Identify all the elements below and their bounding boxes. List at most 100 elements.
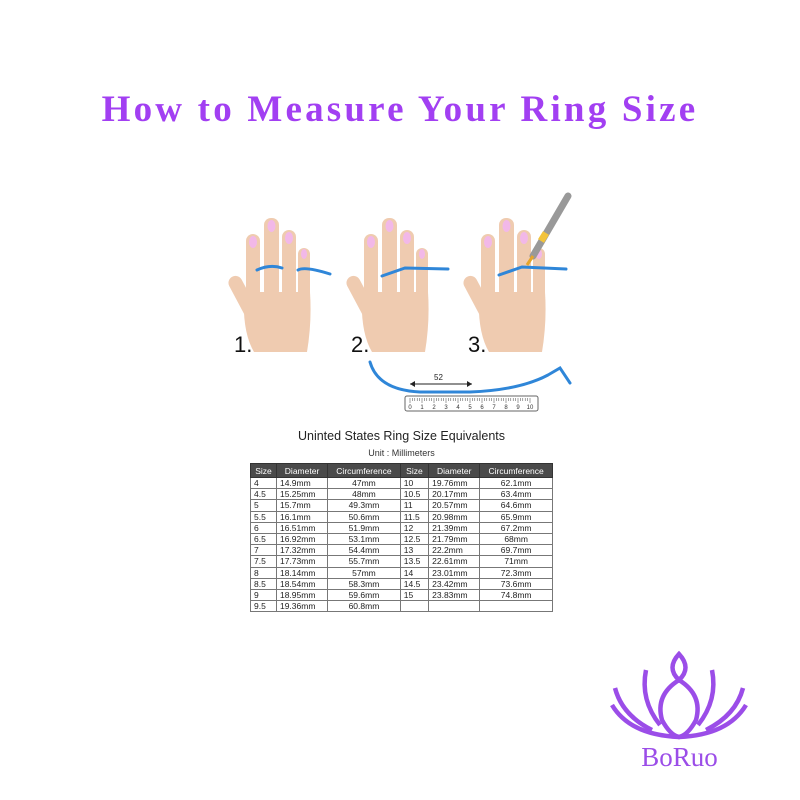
table-cell [399, 600, 430, 613]
measure-arrow [410, 381, 472, 387]
table-cell: 23.83mm [428, 588, 481, 602]
tape-lines [255, 264, 572, 394]
table-cell: 74.8mm [479, 588, 553, 602]
table-cell: 11 [399, 499, 430, 512]
ring-size-table: Size Diameter Circumference Size Diameter Cir… [250, 463, 553, 613]
table-row: 7 17.32mm 54.4mm 13 22.2mm 69.7mm [250, 544, 553, 557]
table-cell: 62.1mm [479, 476, 553, 490]
ruler-label: 2 [432, 405, 436, 411]
table-cell: 59.6mm [327, 588, 401, 602]
column-header: Circumference [479, 463, 553, 478]
table-cell: 58.3mm [327, 577, 401, 590]
table-cell: 14 [399, 566, 430, 579]
ruler-label: 5 [468, 405, 472, 411]
table-cell: 18.54mm [275, 577, 329, 590]
table-cell: 57mm [327, 566, 401, 579]
table-row: 7.5 17.73mm 55.7mm 13.5 22.61mm 71mm [250, 555, 553, 568]
table-cell: 72.3mm [479, 566, 553, 579]
table-row: 4.5 15.25mm 48mm 10.5 20.17mm 63.4mm [250, 488, 553, 501]
table-cell: 16.51mm [275, 521, 329, 534]
table-cell: 20.17mm [428, 488, 481, 501]
table-cell: 17.32mm [275, 544, 329, 557]
table-cell: 7 [250, 544, 277, 557]
table-cell: 21.79mm [428, 532, 481, 546]
table-cell: 64.6mm [479, 499, 553, 512]
table-row: 9.5 19.36mm 60.8mm [250, 600, 553, 613]
table-cell: 13 [399, 544, 430, 557]
table-cell: 7.5 [250, 555, 277, 568]
table-cell: 9 [250, 588, 277, 602]
table-cell: 50.6mm [327, 510, 401, 523]
table-cell: 20.57mm [428, 499, 481, 512]
table-cell: 14.9mm [275, 476, 329, 490]
table-cell: 16.92mm [275, 532, 329, 546]
measurement-label: 52 [434, 373, 443, 382]
table-row: 5.5 16.1mm 50.6mm 11.5 20.98mm 65.9mm [250, 510, 553, 523]
table-cell: 13.5 [399, 555, 430, 568]
table-cell: 68mm [479, 532, 553, 546]
table-cell: 17.73mm [275, 555, 329, 568]
table-cell: 12.5 [399, 532, 430, 546]
table-cell: 5.5 [250, 510, 277, 523]
ruler-label: 8 [504, 405, 508, 411]
table-cell: 21.39mm [428, 521, 481, 534]
table-cell: 6.5 [250, 532, 277, 546]
ruler-label: 7 [492, 405, 496, 411]
ruler-label: 9 [516, 405, 520, 411]
table-cell: 16.1mm [275, 510, 329, 523]
table-cell [479, 600, 553, 613]
table-row: 6 16.51mm 51.9mm 12 21.39mm 67.2mm [250, 521, 553, 534]
table-cell: 22.61mm [428, 555, 481, 568]
table-cell: 18.14mm [275, 566, 329, 579]
table-cell: 12 [399, 521, 430, 534]
table-cell: 19.76mm [428, 476, 481, 490]
ruler-label: 6 [480, 405, 484, 411]
ruler-label: 3 [444, 405, 448, 411]
table-cell: 11.5 [399, 510, 430, 523]
table-cell: 73.6mm [479, 577, 553, 590]
lotus-logo [610, 650, 748, 740]
table-cell: 18.95mm [275, 588, 329, 602]
table-cell: 15 [399, 588, 430, 602]
table-cell: 14.5 [399, 577, 430, 590]
table-cell: 10.5 [399, 488, 430, 501]
table-cell: 55.7mm [327, 555, 401, 568]
column-header: Size [250, 463, 277, 478]
table-row: 8.5 18.54mm 58.3mm 14.5 23.42mm 73.6mm [250, 577, 553, 590]
table-cell [428, 600, 481, 613]
table-cell: 20.98mm [428, 510, 481, 523]
table-cell: 9.5 [250, 600, 277, 613]
table-row: 5 15.7mm 49.3mm 11 20.57mm 64.6mm [250, 499, 553, 512]
ruler-label: 0 [408, 405, 412, 411]
table-cell: 51.9mm [327, 521, 401, 534]
table-cell: 10 [399, 476, 430, 490]
ruler [404, 395, 539, 412]
table-row: 9 18.95mm 59.6mm 15 23.83mm 74.8mm [250, 588, 553, 602]
table-row: 6.5 16.92mm 53.1mm 12.5 21.79mm 68mm [250, 532, 553, 546]
pen-icon [525, 192, 572, 266]
table-cell: 4.5 [250, 488, 277, 501]
page-title: How to Measure Your Ring Size [101, 89, 699, 130]
table-cell: 65.9mm [479, 510, 553, 523]
column-header: Diameter [275, 463, 329, 478]
ruler-label: 1 [420, 405, 424, 411]
table-cell: 15.7mm [275, 499, 329, 512]
ruler-label: 4 [456, 405, 460, 411]
table-cell: 6 [250, 521, 277, 534]
table-cell: 8 [250, 566, 277, 579]
table-row: 8 18.14mm 57mm 14 23.01mm 72.3mm [250, 566, 553, 579]
table-cell: 47mm [327, 476, 401, 490]
table-cell: 4 [250, 476, 277, 490]
column-header: Circumference [327, 463, 401, 478]
ruler-label: 10 [527, 405, 534, 411]
table-cell: 63.4mm [479, 488, 553, 501]
column-header: Size [399, 463, 430, 478]
brand-name: BoRuo [641, 742, 718, 772]
table-row: 4 14.9mm 47mm 10 19.76mm 62.1mm [250, 476, 553, 490]
table-title: Uninted States Ring Size Equivalents [297, 429, 506, 443]
table-cell: 19.36mm [275, 600, 329, 613]
table-cell: 15.25mm [275, 488, 329, 501]
table-unit: Unit : Millimeters [368, 448, 435, 458]
column-header: Diameter [428, 463, 481, 478]
